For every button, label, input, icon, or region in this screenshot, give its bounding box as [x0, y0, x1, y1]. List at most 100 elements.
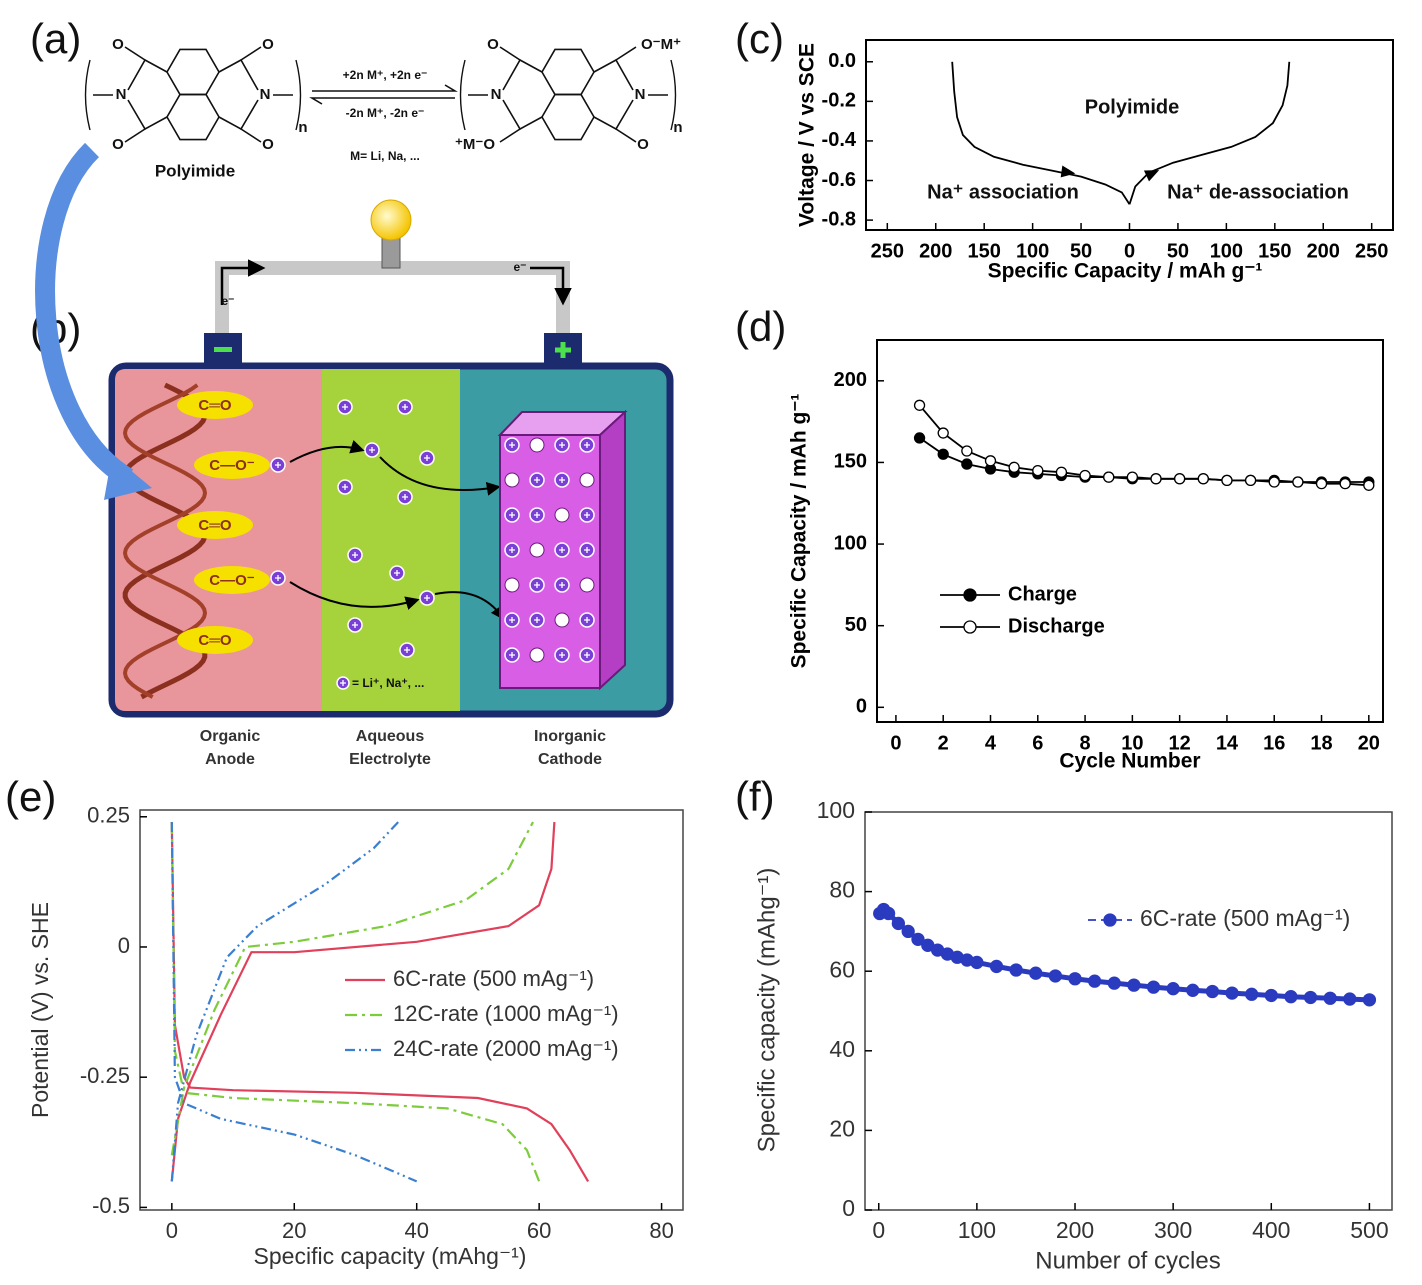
plot-frame: [864, 811, 1393, 1211]
bracket: [670, 59, 677, 131]
data-point: [1126, 471, 1139, 483]
x-tick-label: 100: [958, 1217, 996, 1243]
ion-sign: [342, 484, 348, 490]
data-point: [1166, 982, 1180, 996]
panel-label: (e): [5, 773, 56, 820]
ion-sign: [559, 477, 565, 483]
functional-group: [177, 391, 253, 419]
y-tick-label: 0.0: [828, 50, 856, 72]
terminal-plus: [555, 342, 571, 358]
x-axis-label: Cycle Number: [1059, 750, 1200, 773]
data-point: [1303, 990, 1318, 1005]
atom-label: O⁻M⁺: [641, 36, 681, 53]
legend-label: Discharge: [1008, 615, 1105, 637]
x-tick-label: 4: [985, 732, 997, 754]
y-tick-label: 0: [118, 933, 130, 958]
reaction-label: -2n M⁺, -2n e⁻: [346, 106, 425, 120]
bracket: [84, 59, 91, 131]
data-point: [1205, 984, 1220, 999]
legend-label: 24C-rate (2000 mAg⁻¹): [393, 1036, 619, 1061]
ion-sign: [584, 652, 590, 658]
y-tick-label: 40: [829, 1036, 855, 1062]
legend-label: 6C-rate (500 mAg⁻¹): [393, 966, 594, 991]
y-tick-label: 0: [856, 696, 867, 718]
data-point: [911, 932, 925, 947]
ion-sign: [369, 447, 375, 453]
data-point: [1008, 461, 1020, 473]
data-point: [1362, 993, 1377, 1007]
y-tick-label: -0.8: [822, 208, 856, 230]
x-tick-label: 0: [166, 1218, 178, 1243]
data-point: [1221, 474, 1233, 487]
x-tick-label: 100: [1016, 240, 1049, 262]
ion-sign: [559, 442, 565, 448]
equilibrium-arrow: [309, 97, 455, 105]
y-axis-label: Voltage / V vs SCE: [796, 43, 819, 227]
y-tick-label: -0.2: [822, 90, 856, 112]
vacancy: [554, 507, 570, 523]
data-point: [1146, 980, 1161, 994]
group-label: C═O: [198, 397, 231, 414]
data-point: [1048, 969, 1063, 983]
atom-label: N: [116, 86, 127, 103]
series-line: [1128, 61, 1291, 205]
ion-sign: [275, 462, 281, 468]
data-point: [1079, 469, 1091, 482]
functional-group: [177, 626, 253, 654]
y-tick-label: 50: [845, 614, 867, 636]
x-tick-label: 50: [1070, 240, 1092, 262]
data-point: [901, 924, 915, 939]
ion-sign: [534, 617, 540, 623]
anode-section: [115, 369, 322, 711]
data-point: [1343, 992, 1357, 1006]
data-point: [984, 455, 997, 467]
x-tick-label: 400: [1252, 1217, 1290, 1243]
vacancy: [504, 577, 520, 593]
bond: [124, 46, 146, 143]
ion-sign: [352, 552, 358, 558]
ion-sign: [534, 512, 540, 518]
atom-label: n: [673, 119, 682, 136]
y-tick-label: 80: [829, 877, 855, 903]
group-label: C—O⁻: [209, 457, 255, 474]
annotation: Na⁺ association: [927, 181, 1079, 203]
atom-label: O: [262, 36, 274, 53]
cathode-side: [599, 409, 626, 691]
annotation: Na⁺ de-association: [1167, 181, 1349, 203]
annotation: Polyimide: [1085, 96, 1179, 118]
bond: [499, 46, 521, 143]
section-label: Anode: [205, 751, 255, 768]
ion-sign: [404, 647, 410, 653]
section-label: Inorganic: [534, 728, 606, 745]
x-tick-label: 300: [1154, 1217, 1192, 1243]
ion-sign: [534, 582, 540, 588]
y-tick-label: 100: [834, 532, 867, 554]
data-point: [1284, 990, 1298, 1004]
data-point: [1055, 466, 1068, 478]
x-tick-label: 0: [872, 1217, 885, 1243]
data-point: [1127, 978, 1141, 992]
vacancy: [579, 472, 595, 488]
data-point: [970, 955, 984, 970]
data-point: [1292, 476, 1304, 488]
bulb-base: [381, 237, 401, 269]
electrolyte-section: [322, 369, 460, 711]
ion-sign: [559, 652, 565, 658]
ion-sign: [559, 582, 565, 588]
atom-label: N: [260, 86, 271, 103]
ion-sign: [402, 404, 408, 410]
atom-label: O: [487, 36, 499, 53]
direction-arrow: [1143, 170, 1160, 182]
functional-group: [177, 511, 253, 539]
legend-marker: [963, 620, 977, 634]
ion-path: [379, 456, 501, 496]
legend-label: Charge: [1008, 583, 1077, 605]
series-line: [951, 61, 1131, 205]
ion-path: [289, 581, 420, 610]
ion-sign: [342, 404, 348, 410]
y-tick-label: -0.4: [822, 129, 857, 151]
data-point: [1264, 988, 1278, 1003]
functional-group: [194, 451, 270, 479]
bulb: [370, 199, 412, 241]
data-point: [891, 916, 906, 931]
